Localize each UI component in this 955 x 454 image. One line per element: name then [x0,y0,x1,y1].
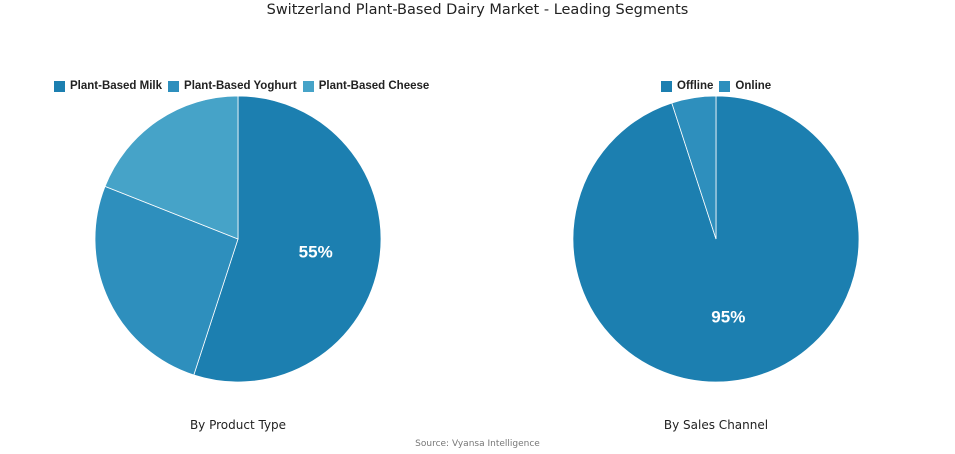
legend-label: Offline [677,80,714,92]
subtitle-product-type: By Product Type [189,418,287,432]
legend-label: Plant-Based Cheese [318,80,430,92]
legend-sales-channel: Offline Online [661,80,771,92]
legend-label: Plant-Based Milk [70,80,163,92]
legend-swatch [719,80,731,92]
legend-item-yoghurt[interactable]: Plant-Based Yoghurt [168,80,297,92]
legend-swatch [302,80,314,92]
legend-product-type: Plant-Based Milk Plant-Based Yoghurt Pla… [54,80,429,92]
chart-title: Switzerland Plant-Based Dairy Market - L… [266,2,689,18]
legend-item-cheese[interactable]: Plant-Based Cheese [302,80,430,92]
data-label: 55% [299,242,333,261]
pie-slice-plant-based-milk[interactable] [193,95,382,383]
legend-label: Plant-Based Yoghurt [184,80,297,92]
pie-slice-online[interactable] [671,95,717,240]
subtitle-sales-channel: By Sales Channel [663,418,769,432]
pie-slice-plant-based-yoghurt[interactable] [94,185,239,376]
legend-label: Online [735,80,772,92]
legend-item-milk[interactable]: Plant-Based Milk [54,80,162,92]
legend-swatch [168,80,180,92]
legend-item-offline[interactable]: Offline [661,80,713,92]
pie-slice-plant-based-cheese[interactable] [104,95,239,240]
source-note: Source: Vyansa Intelligence [415,439,540,449]
data-label: 95% [711,308,745,327]
legend-swatch [661,80,672,92]
legend-item-online[interactable]: Online [719,80,771,92]
legend-swatch [54,80,65,92]
